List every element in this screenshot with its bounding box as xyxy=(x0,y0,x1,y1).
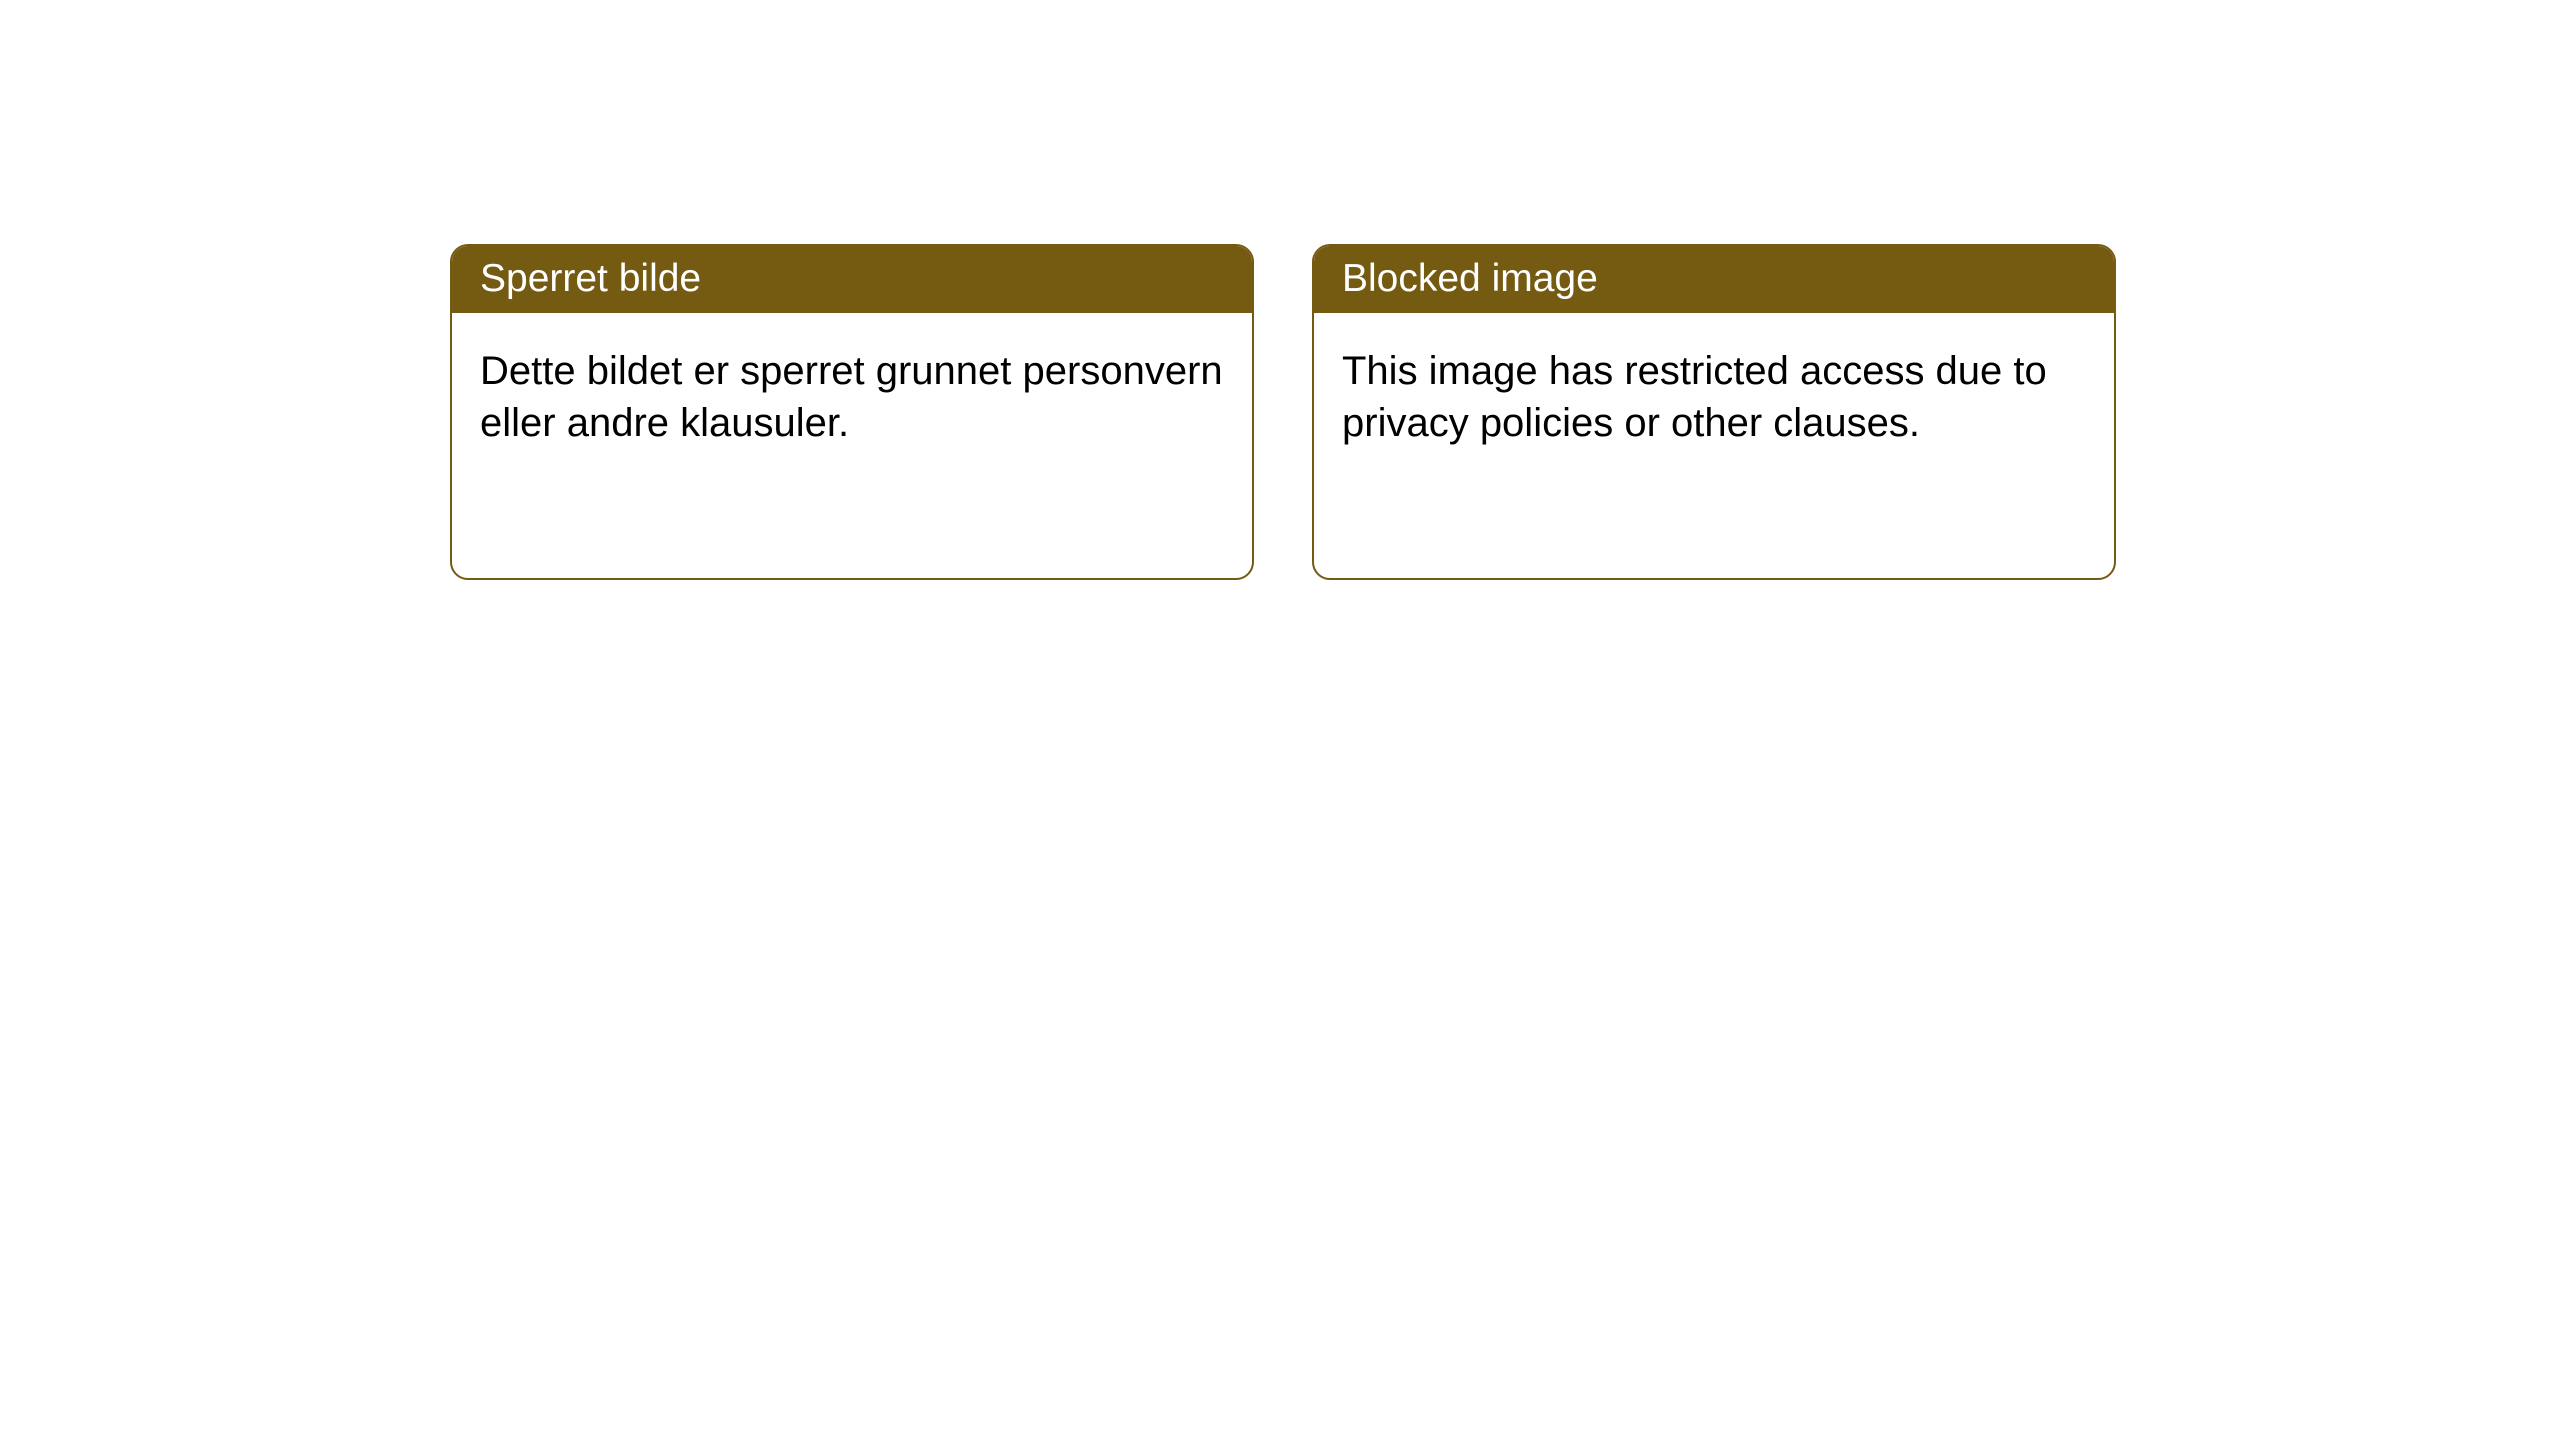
notice-card-norwegian: Sperret bilde Dette bildet er sperret gr… xyxy=(450,244,1254,580)
notice-card-english: Blocked image This image has restricted … xyxy=(1312,244,2116,580)
notice-cards-container: Sperret bilde Dette bildet er sperret gr… xyxy=(450,244,2116,580)
notice-card-body: Dette bildet er sperret grunnet personve… xyxy=(452,313,1252,481)
notice-card-header: Blocked image xyxy=(1314,246,2114,313)
notice-card-body: This image has restricted access due to … xyxy=(1314,313,2114,481)
notice-card-header: Sperret bilde xyxy=(452,246,1252,313)
